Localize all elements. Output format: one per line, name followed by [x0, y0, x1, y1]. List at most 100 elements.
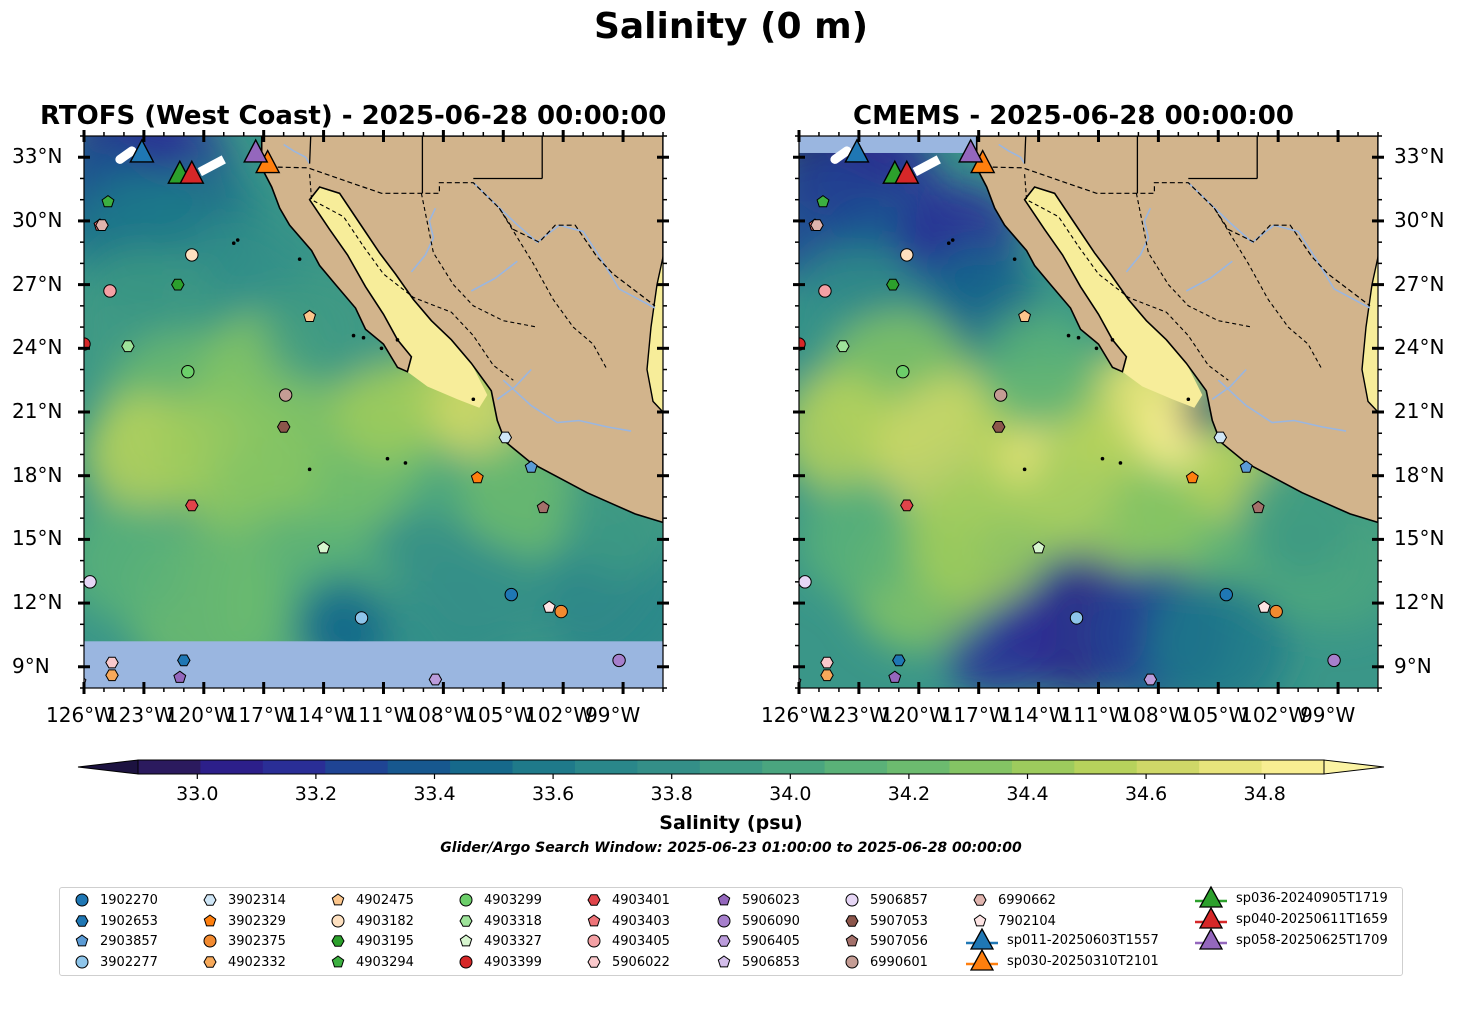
- colorbar-tick: 33.8: [650, 783, 693, 805]
- legend-label: 4903399: [484, 954, 542, 970]
- argo-float-4903299: [896, 364, 910, 379]
- legend-item-4902332: 4902332: [200, 954, 286, 970]
- argo-float-2903857: [524, 460, 538, 473]
- lat-tick-label-right: 27°N: [1394, 271, 1445, 296]
- glider-sp040-20250611T1659: [894, 159, 920, 184]
- legend-item-5906857: 5906857: [842, 892, 928, 908]
- legend-label: sp040-20250611T1659: [1236, 911, 1388, 927]
- colorbar-tick: 34.4: [1006, 783, 1049, 805]
- legend-marker-icon: [845, 934, 859, 947]
- legend-label: 5906853: [742, 954, 800, 970]
- argo-float-5906857: [84, 575, 97, 589]
- argo-float-2903857: [1239, 460, 1253, 473]
- legend-item-5906405: 5906405: [714, 933, 800, 949]
- legend-label: 4903401: [612, 892, 670, 908]
- legend-label: 6990662: [998, 892, 1056, 908]
- legend-item-sp036-20240905T1719: sp036-20240905T1719: [1194, 885, 1388, 911]
- argo-float-4903182: [185, 248, 199, 262]
- legend-item-4903195: 4903195: [328, 933, 414, 949]
- map-panel-rtofs[interactable]: [0, 0, 740, 740]
- lon-tick-label-left: 108°W: [405, 703, 474, 727]
- argo-float-5906857: [799, 575, 812, 589]
- argo-float-5906022: [820, 656, 834, 669]
- legend-item-7902104: 7902104: [970, 913, 1056, 929]
- legend-label: sp030-20250310T2101: [1007, 953, 1159, 969]
- legend-label: 5906405: [742, 933, 800, 949]
- legend-label: 4903182: [356, 913, 414, 929]
- legend-label: 4903299: [484, 892, 542, 908]
- argo-float-3902329: [1185, 470, 1199, 484]
- panel-title-rtofs: RTOFS (West Coast) - 2025-06-28 00:00:00: [40, 101, 667, 131]
- lon-tick-label-left: 120°W: [165, 703, 234, 727]
- legend-label: 3902329: [228, 913, 286, 929]
- lat-tick-label-right: 18°N: [1394, 462, 1445, 487]
- search-window-text: Glider/Argo Search Window: 2025-06-23 01…: [440, 840, 1022, 856]
- lat-tick-label-right: 15°N: [1394, 526, 1445, 551]
- legend-marker-icon: [459, 934, 473, 947]
- legend-label: 5907056: [870, 933, 928, 949]
- legend: 1902270 1902653 2903857 3902277 3902314 39023…: [59, 885, 1403, 976]
- argo-float-7902104: [542, 600, 556, 613]
- panel-title-cmems: CMEMS - 2025-06-28 00:00:00: [853, 101, 1294, 131]
- legend-label: 4902332: [228, 954, 286, 970]
- legend-item-6990601: 6990601: [842, 954, 928, 970]
- colorbar-tick: 33.4: [413, 783, 456, 805]
- lon-tick-label-right: 108°W: [1120, 703, 1189, 727]
- legend-marker-icon: [75, 934, 89, 947]
- argo-float-6990662: [810, 219, 824, 231]
- lat-tick-label-left: 30°N: [12, 207, 63, 232]
- legend-item-4902475: 4902475: [328, 892, 414, 908]
- map-panel-cmems[interactable]: [0, 0, 1462, 740]
- legend-marker-icon: [845, 915, 859, 927]
- argo-float-5906023: [173, 670, 187, 683]
- legend-marker-icon: [587, 894, 601, 906]
- legend-label: 4903294: [356, 954, 414, 970]
- glider-sp058-20250625T1709: [243, 138, 269, 163]
- lat-tick-label-left: 15°N: [12, 526, 63, 551]
- argo-float-5907056: [1251, 500, 1265, 514]
- legend-item-sp058-20250625T1709: sp058-20250625T1709: [1194, 927, 1388, 953]
- argo-float-1902270: [504, 587, 518, 602]
- legend-label: 3902375: [228, 933, 286, 949]
- legend-item-sp011-20250603T1557: sp011-20250603T1557: [965, 927, 1159, 953]
- lon-tick-label-left: 111°W: [345, 703, 414, 727]
- lon-tick-label-left: 117°W: [225, 703, 294, 727]
- legend-marker-icon: [203, 894, 217, 906]
- legend-marker-icon: [587, 956, 601, 968]
- legend-label: 4903403: [612, 913, 670, 929]
- colorbar-tick: 34.8: [1243, 783, 1286, 805]
- legend-label: 4903327: [484, 933, 542, 949]
- legend-label: 3902277: [100, 954, 158, 970]
- legend-item-3902314: 3902314: [200, 892, 286, 908]
- legend-item-3902277: 3902277: [72, 954, 158, 970]
- legend-label: 5906023: [742, 892, 800, 908]
- lon-tick-label-right: 126°W: [761, 703, 829, 727]
- argo-float-3902375: [1269, 604, 1283, 619]
- legend-item-sp030-20250310T2101: sp030-20250310T2101: [965, 948, 1159, 974]
- argo-float-4902475: [1018, 309, 1032, 322]
- argo-float-5906022: [105, 656, 119, 669]
- legend-marker-icon: [973, 894, 987, 906]
- legend-marker-icon: [203, 934, 217, 948]
- argo-float-5906405: [1143, 673, 1158, 686]
- lon-tick-label-left: 126°W: [46, 703, 114, 727]
- argo-float-3902277: [1069, 611, 1084, 625]
- lon-tick-label-right: 105°W: [1180, 703, 1249, 727]
- figure-title: Salinity (0 m): [593, 6, 869, 47]
- argo-float-5907053: [991, 421, 1006, 433]
- legend-marker-icon: [717, 935, 731, 947]
- legend-marker-icon: [717, 955, 731, 968]
- legend-item-5906090: 5906090: [714, 913, 800, 929]
- legend-marker-icon: [717, 893, 731, 906]
- legend-item-4903405: 4903405: [584, 933, 670, 949]
- lat-tick-label-left: 9°N: [12, 653, 50, 678]
- argo-float-4903182: [900, 248, 914, 262]
- lon-tick-label-right: 111°W: [1060, 703, 1129, 727]
- legend-marker-icon: [587, 914, 601, 927]
- lon-tick-label-left: 99°W: [585, 703, 641, 727]
- legend-label: sp036-20240905T1719: [1236, 890, 1388, 906]
- argo-float-4903294: [816, 194, 830, 208]
- glider-sp058-20250625T1709: [958, 138, 984, 163]
- lon-tick-label-right: 99°W: [1300, 703, 1356, 727]
- legend-marker-icon: [203, 956, 217, 968]
